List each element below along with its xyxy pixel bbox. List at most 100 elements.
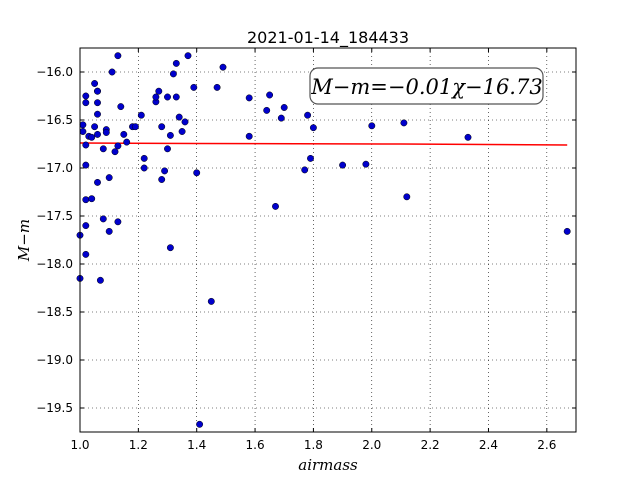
data-point [196,420,204,428]
y-tick-label: −18.5 [36,305,73,319]
data-point [277,114,285,122]
data-point [464,133,472,141]
data-point [88,133,96,141]
data-point [309,124,317,132]
data-point [82,141,90,149]
data-point [304,111,312,119]
data-point [307,154,314,162]
fit-line [79,142,568,146]
data-point [207,297,215,305]
data-point [82,99,90,107]
annotation-box: M−m=−0.01χ−16.73 [309,67,544,105]
data-point [166,244,174,252]
y-axis-label: M−m [15,219,33,262]
data-point [82,250,90,258]
ticks: 1.0 1.2 1.4 1.6 1.8 2.0 2.2 2.4 2.6 −16.0 −16.5 −17… [36,48,576,452]
data-point [120,130,128,138]
data-point [175,113,183,121]
data-point [164,145,171,153]
y-tick-label: −19.0 [36,353,73,367]
plot-frame [79,47,577,433]
data-point [301,166,309,174]
data-point [114,52,122,60]
data-point [403,193,411,201]
annotation-frame [309,67,544,105]
data-point [280,104,288,111]
data-point [94,178,101,186]
data-point [131,123,139,131]
data-point [272,202,279,210]
data-point [266,91,274,99]
data-point [219,63,227,71]
data-point [117,103,125,111]
y-tick-label: −16.5 [36,113,73,127]
data-point [88,195,96,203]
data-point [105,227,113,235]
y-tick-label: −17.0 [36,161,73,175]
data-point [82,222,90,230]
data-point [178,128,186,135]
y-tick-label: −18.0 [36,257,73,271]
data-point [213,83,221,91]
x-tick-label: 1.2 [129,438,148,452]
x-axis-label: airmass [298,456,358,474]
data-point [181,118,189,126]
data-point [166,131,174,139]
data-point [123,138,131,146]
data-point [94,110,101,118]
data-point [99,215,107,223]
data-point [245,132,253,140]
data-point [91,123,99,131]
x-tick-label: 2.2 [421,438,440,452]
x-tick-label: 1.4 [187,438,206,452]
data-point [164,93,171,101]
data-point [169,70,177,78]
x-tick-label: 1.0 [70,438,89,452]
x-tick-label: 2.6 [537,438,556,452]
data-points [76,52,571,428]
data-point [400,119,408,127]
data-point [140,154,148,162]
grid [79,48,576,432]
data-point [339,161,347,169]
data-point [114,218,122,226]
data-point [158,176,166,183]
fit-equation: M−m=−0.01χ−16.73 [310,75,542,99]
data-point [137,111,145,119]
data-point [96,276,104,284]
x-tick-label: 1.6 [246,438,265,452]
data-point [193,169,201,177]
x-tick-label: 2.4 [479,438,498,452]
data-point [82,196,90,204]
data-point [114,142,122,150]
data-point [105,174,113,182]
data-point [184,52,192,60]
chart-title: 2021-01-14_184433 [247,28,409,48]
data-point [155,87,163,95]
y-tick-label: −19.5 [36,401,73,415]
y-tick-label: −16.0 [36,65,73,79]
data-point [368,122,376,130]
data-point [152,93,160,101]
data-point [190,83,198,91]
data-point [108,68,116,76]
y-tick-label: −17.5 [36,209,73,223]
data-point [161,167,169,175]
data-point [79,121,87,129]
data-point [172,93,180,101]
data-point [245,94,253,102]
data-point [140,164,148,172]
x-tick-label: 2.0 [362,438,381,452]
x-tick-label: 1.8 [304,438,323,452]
data-point [79,128,87,135]
data-point [82,92,90,100]
data-point [563,227,571,235]
fit-line-layer [79,142,568,146]
data-point [158,123,166,131]
data-point [99,145,107,153]
data-point [94,130,101,138]
data-point [82,161,90,169]
data-point [102,129,110,136]
data-point [172,59,180,67]
